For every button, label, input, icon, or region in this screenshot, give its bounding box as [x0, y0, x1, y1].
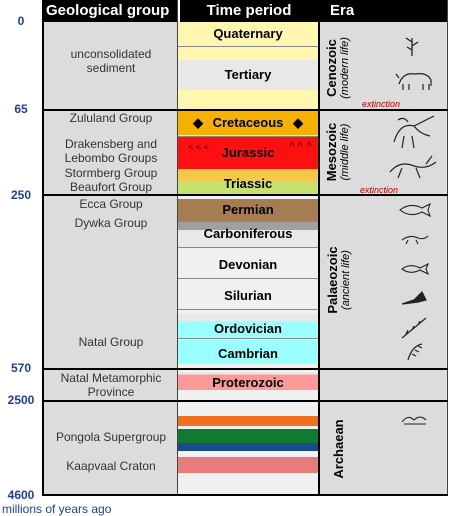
tick-250: 250 [10, 188, 32, 202]
period-separator [178, 278, 318, 279]
tick-4600: 4600 [7, 488, 35, 502]
archaean-band-orange [178, 416, 318, 426]
boundary-65 [42, 109, 448, 111]
period-separator [178, 338, 318, 339]
tick-570: 570 [10, 361, 32, 375]
shell-fossil-icon [401, 290, 427, 305]
divider-period-era [318, 0, 320, 496]
era-mesozoic: Mesozoic (middle life) [324, 122, 351, 182]
era-column-bg [320, 22, 448, 494]
stromatolite-fossil-icon [401, 416, 427, 425]
archaean-band-blue [178, 443, 318, 451]
divider-right [447, 0, 448, 496]
group-zululand: Zululand Group [69, 111, 153, 125]
group-beaufort: Beaufort Group [69, 180, 153, 194]
period-permian: Permian [178, 199, 318, 221]
tick-65: 65 [14, 102, 28, 116]
dune-mark-icon: ^ ^ ^ [288, 141, 312, 152]
divider-group-period [177, 0, 178, 496]
group-natal: Natal Group [78, 335, 144, 349]
era-palaeozoic: Palaeozoic (ancient life) [325, 246, 352, 314]
volcanic-mark-icon: ˂ ˂ ˂ [188, 142, 209, 152]
period-separator [178, 46, 318, 47]
period-separator [178, 221, 318, 222]
graptolite-fossil-icon [401, 317, 427, 339]
boundary-570 [42, 368, 448, 370]
group-pongola: Pongola Supergroup [55, 430, 167, 444]
group-ecca: Ecca Group [79, 197, 143, 211]
group-kaapvaal: Kaapvaal Craton [66, 459, 156, 473]
extinction-label: extinction [362, 99, 401, 109]
boundary-4600 [42, 494, 448, 496]
group-stormberg: Stormberg Group [64, 166, 158, 180]
period-tertiary-band-bottom [178, 90, 318, 110]
trilobite-fossil-icon [407, 343, 423, 361]
boundary-2500 [42, 400, 448, 402]
header-era: Era [320, 0, 448, 22]
extinction-label: extinction [360, 185, 399, 195]
group-drakensberg-lebombo: Drakensberg and Lebombo Groups [64, 137, 158, 165]
period-triassic: Triassic [178, 170, 318, 194]
amphibian-fossil-icon [401, 235, 429, 245]
era-cenozoic: Cenozoic (modern life) [324, 37, 351, 99]
period-separator [178, 136, 318, 137]
tick-0: 0 [17, 14, 25, 28]
fish-fossil-icon [399, 202, 431, 218]
header-period: Time period [180, 0, 318, 22]
period-jurassic: ˂ ˂ ˂ Jurassic ^ ^ ^ [178, 137, 318, 169]
diamond-icon: ◆ [293, 115, 304, 130]
boundary-250 [42, 194, 448, 196]
period-separator [178, 247, 318, 248]
period-proterozoic: Proterozoic [178, 372, 318, 390]
period-cambrian: Cambrian [178, 340, 318, 364]
reptile-fossil-icon [389, 155, 437, 179]
era-archaean: Archaean [331, 419, 346, 479]
plant-fossil-icon [405, 37, 419, 56]
period-tertiary: Tertiary [178, 60, 318, 90]
period-cretaceous: ◆ Cretaceous ◆ [178, 111, 318, 135]
period-separator [178, 309, 318, 310]
period-ordovician: Ordovician [178, 314, 318, 338]
diamond-icon: ◆ [192, 115, 203, 130]
period-quaternary: Quaternary [178, 22, 318, 46]
header-group: Geological group [42, 0, 178, 22]
dinosaur-fossil-icon [393, 115, 435, 149]
tick-2500: 2500 [7, 393, 35, 407]
period-carboniferous: Carboniferous [178, 221, 318, 247]
period-devonian: Devonian [218, 257, 278, 272]
group-column-bg [44, 22, 178, 494]
period-silurian: Silurian [224, 288, 272, 303]
divider-left [42, 0, 44, 496]
fish-fossil-icon [401, 262, 430, 276]
axis-caption: millions of years ago [2, 502, 112, 516]
mammal-fossil-icon [395, 73, 432, 90]
group-natal-metamorphic: Natal Metamorphic Province [60, 371, 162, 399]
archaean-band-green [178, 429, 318, 443]
period-tertiary-band-top [178, 46, 318, 60]
archaean-band-pink [178, 457, 318, 473]
group-unconsolidated-sediment: unconsolidated sediment [70, 47, 152, 75]
group-dywka: Dywka Group [74, 216, 148, 230]
